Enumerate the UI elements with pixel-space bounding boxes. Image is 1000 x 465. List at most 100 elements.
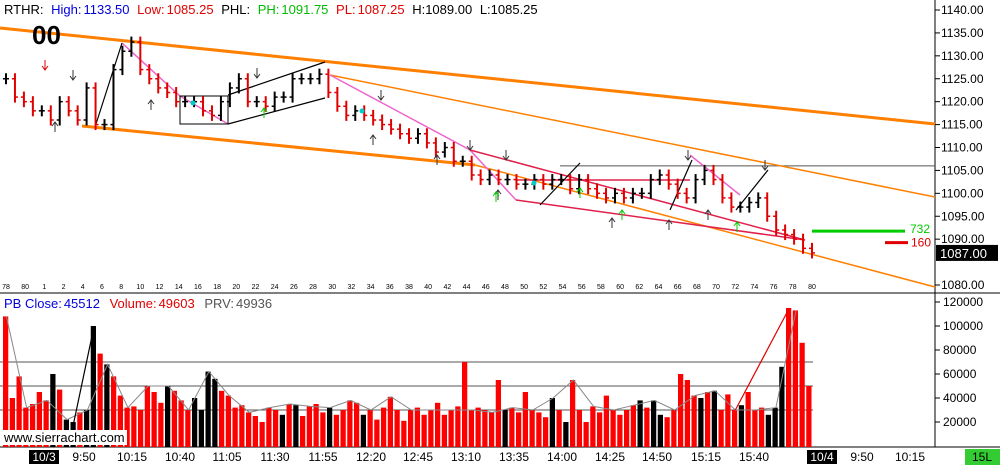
swing-low-arrow	[51, 121, 59, 127]
price-tick-label: 1125.00	[941, 72, 984, 86]
time-axis-label: 9:50	[850, 450, 874, 464]
bar-index-label: 18	[213, 284, 221, 291]
price-bar	[307, 73, 314, 85]
cyan-marker	[190, 100, 196, 106]
last-price-box	[936, 244, 998, 261]
price-bar	[647, 174, 654, 199]
time-axis-date-label: 10/3	[32, 450, 56, 464]
price-tick-label: 1110.00	[941, 141, 983, 155]
price-bar	[692, 174, 699, 204]
volume-bar	[394, 410, 400, 447]
price-bar	[791, 229, 798, 245]
volume-bar	[529, 410, 535, 447]
price-bar	[746, 197, 753, 213]
volume-bar	[745, 392, 751, 447]
price-bar	[343, 100, 350, 121]
buy-signal-arrow	[492, 191, 500, 197]
price-bar	[20, 91, 27, 108]
price-bar	[262, 96, 269, 112]
volume-bar	[468, 410, 474, 447]
time-axis-label: 15:15	[691, 450, 721, 464]
volume-bar	[97, 353, 103, 447]
volume-bar	[138, 410, 144, 447]
price-bar	[65, 96, 72, 117]
volume-bar	[387, 396, 393, 447]
price-tick-label: 1080.00	[941, 278, 985, 292]
bar-index-label: 48	[501, 284, 509, 291]
volume-bar	[185, 410, 191, 447]
volume-bar	[421, 414, 427, 447]
price-bar	[370, 109, 377, 126]
volume-bar	[43, 400, 49, 447]
bar-index-label: 80	[21, 284, 29, 291]
volume-bar	[617, 414, 623, 447]
volume-bar	[414, 407, 420, 447]
volume-tick-label: 120000	[943, 295, 983, 309]
price-bar	[558, 174, 565, 186]
red-channel-line	[515, 199, 806, 241]
price-bar	[226, 82, 233, 108]
volume-swing-line	[73, 325, 95, 423]
swing-low-arrow	[433, 154, 441, 160]
ph-label: PH:	[257, 2, 280, 17]
symbol-label: RTHR:	[4, 2, 44, 17]
volume-bar	[705, 392, 711, 447]
volume-bar	[131, 406, 137, 447]
volume-bar	[462, 362, 468, 447]
price-bar	[486, 169, 493, 186]
volume-bar	[590, 406, 596, 447]
price-bar	[56, 96, 63, 126]
time-axis-label: 10:15	[895, 450, 925, 464]
price-bar	[719, 174, 726, 204]
red-level-label: 160	[911, 236, 931, 250]
volume-bar	[259, 422, 265, 447]
price-bar	[629, 187, 636, 204]
bar-index-label: 36	[386, 284, 394, 291]
price-bar	[406, 128, 412, 144]
time-axis-label: 11:30	[260, 450, 289, 464]
swing-line-black	[669, 159, 693, 211]
bar-index-label: 58	[597, 284, 605, 291]
volume-bar	[711, 390, 717, 447]
price-tick-label: 1140.00	[941, 3, 984, 17]
time-axis-label: 13:10	[451, 450, 481, 464]
bar-index-label: 72	[731, 284, 739, 291]
volume-tick-label: 60000	[943, 367, 977, 381]
price-bar	[200, 96, 207, 117]
price-bar	[782, 224, 789, 241]
prv-value: 49936	[235, 296, 273, 311]
buy-signal-arrow	[618, 209, 626, 215]
pl-label: PL:	[336, 2, 356, 17]
volume-bar	[273, 410, 279, 447]
price-bar	[334, 87, 341, 112]
bar-index-label: 16	[194, 284, 202, 291]
volume-bar	[684, 380, 690, 447]
time-axis-label: 12:45	[403, 450, 433, 464]
volume-bar	[435, 402, 441, 447]
h-value: H:1089.00	[412, 2, 473, 17]
price-bar	[146, 64, 153, 85]
pb-close-label: PB Close:	[4, 296, 62, 311]
volume-tick-label: 20000	[943, 415, 977, 429]
price-bar	[701, 164, 708, 186]
price-bar	[576, 174, 583, 195]
price-bar	[513, 174, 520, 190]
bar-index-label: 8	[119, 284, 123, 291]
swing-low-arrow	[608, 217, 616, 223]
timeframe-box	[965, 449, 1000, 465]
price-bar	[3, 73, 9, 85]
volume-bar	[151, 392, 157, 447]
date-label-box	[807, 450, 837, 464]
volume-bar	[637, 400, 643, 447]
volume-label: Volume:	[109, 296, 157, 311]
volume-tick-label: 100000	[943, 319, 983, 333]
volume-bar	[313, 404, 319, 447]
price-bar	[83, 82, 90, 126]
price-bar	[665, 169, 672, 190]
time-axis-label: 11:55	[308, 450, 337, 464]
volume-bar	[198, 410, 204, 447]
volume-tick-label: 40000	[943, 391, 977, 405]
channel-upper-line	[0, 26, 936, 126]
buy-signal-arrow	[260, 107, 268, 113]
price-tick-label: 1100.00	[941, 186, 984, 200]
